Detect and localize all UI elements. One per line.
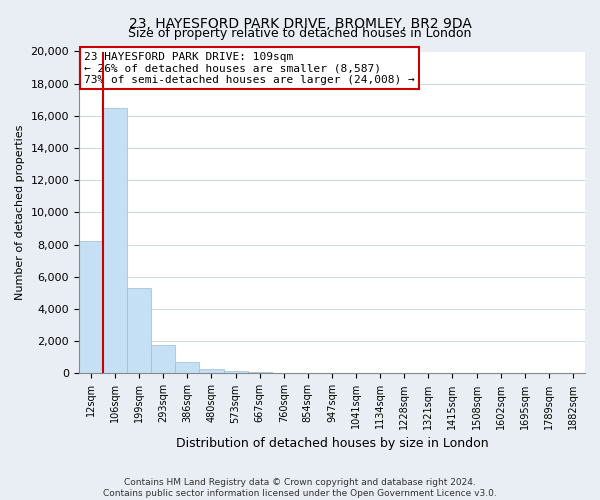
Bar	[199, 370, 224, 374]
Bar	[175, 362, 199, 374]
Bar	[224, 371, 248, 374]
Bar	[103, 108, 127, 374]
X-axis label: Distribution of detached houses by size in London: Distribution of detached houses by size …	[176, 437, 488, 450]
Bar	[248, 372, 272, 374]
Text: Contains HM Land Registry data © Crown copyright and database right 2024.
Contai: Contains HM Land Registry data © Crown c…	[103, 478, 497, 498]
Bar	[127, 288, 151, 374]
Y-axis label: Number of detached properties: Number of detached properties	[15, 125, 25, 300]
Text: 23 HAYESFORD PARK DRIVE: 109sqm
← 26% of detached houses are smaller (8,587)
73%: 23 HAYESFORD PARK DRIVE: 109sqm ← 26% of…	[84, 52, 415, 84]
Bar	[151, 346, 175, 374]
Text: 23, HAYESFORD PARK DRIVE, BROMLEY, BR2 9DA: 23, HAYESFORD PARK DRIVE, BROMLEY, BR2 9…	[128, 18, 472, 32]
Bar	[79, 242, 103, 374]
Text: Size of property relative to detached houses in London: Size of property relative to detached ho…	[128, 28, 472, 40]
